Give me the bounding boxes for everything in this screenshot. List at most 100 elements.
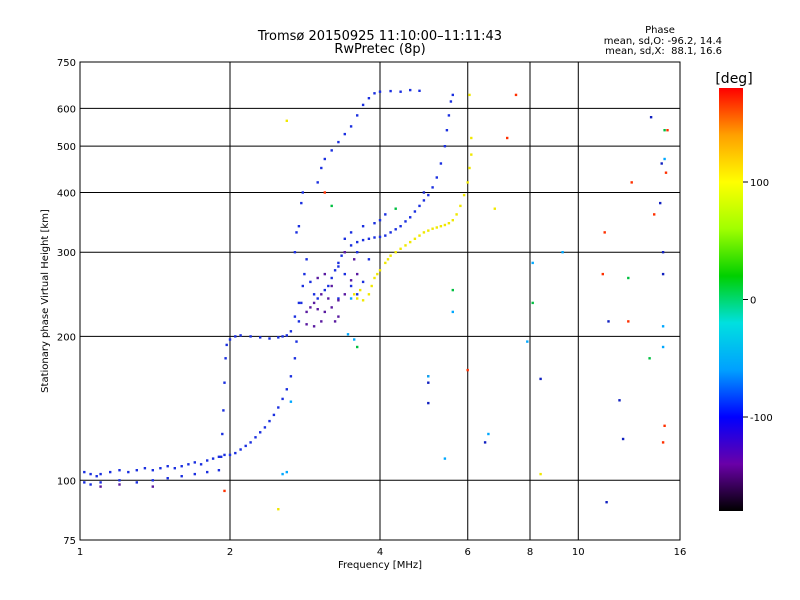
data-point [361,103,365,107]
data-point [630,181,633,184]
data-point [228,338,232,341]
data-point [459,204,462,208]
data-point [333,320,337,323]
phase-box-line-x: mean, sd,X: 88.1, 16.6 [605,46,722,57]
data-point [399,90,402,93]
data-point [660,162,663,165]
data-point [301,284,304,288]
data-point [389,254,392,257]
data-point [445,129,449,132]
data-point [330,306,333,309]
data-point [223,489,226,493]
data-point [378,90,382,93]
data-point [373,236,376,239]
data-point [118,479,121,482]
data-point [337,297,340,300]
data-point [359,288,362,292]
data-point [337,299,340,302]
data-point [378,269,382,272]
data-point [621,437,625,441]
data-point [239,448,242,451]
data-point [431,186,434,189]
data-point [367,293,371,296]
data-point [285,470,288,474]
data-point [305,310,308,314]
data-point [422,191,426,194]
data-point [409,88,412,92]
data-point [659,201,662,205]
data-point [151,485,154,488]
data-point [223,381,226,384]
data-point [228,453,232,457]
data-point [337,315,340,318]
data-point [223,453,226,457]
data-point [89,472,92,476]
y-tick-label: 750 [57,58,76,69]
y-tick-label: 100 [57,476,76,487]
chart-title: Tromsø 20150925 11:10:00–11:11:43 [257,29,502,44]
data-point [211,457,215,460]
data-point [173,467,176,470]
data-point [118,483,121,486]
data-point [370,284,373,288]
data-point [343,237,346,240]
data-point [356,293,359,296]
y-axis-label: Stationary phase Virtual Height [km] [40,209,51,393]
data-point [451,93,454,97]
data-point [293,357,297,360]
data-point [95,475,98,478]
data-point [249,441,252,444]
data-point [305,258,308,261]
data-point [468,93,471,97]
data-point [418,89,421,92]
data-point [89,483,92,486]
data-point [337,140,340,144]
data-point [268,419,271,423]
data-point [661,325,665,328]
data-point [224,357,227,360]
data-point [180,465,183,468]
data-point [316,276,319,280]
data-point [277,336,280,339]
data-point [349,244,353,247]
data-point [367,258,371,261]
data-point [601,272,604,276]
x-tick-label: 1 [77,547,83,558]
data-point [323,191,326,194]
data-point [356,251,359,254]
data-point [443,223,447,227]
data-point [297,301,301,305]
y-tick-label: 600 [57,104,76,115]
data-point [143,467,147,470]
chart-subtitle: RwPretec (8p) [334,42,425,57]
data-point [337,265,340,268]
data-point [166,477,169,480]
data-point [404,244,407,247]
data-point [451,288,454,292]
data-point [618,399,621,402]
data-point [217,455,221,458]
data-point [254,436,257,439]
data-point [386,258,390,261]
x-tick-label: 16 [674,547,687,558]
data-point [664,171,668,174]
data-point [297,225,301,228]
data-point [661,441,665,444]
y-tick-label: 300 [57,248,76,259]
data-point [353,258,356,261]
axis-ticks: 1 2 4 6 8 10 16 75 100 200 300 400 500 600 750 [57,58,686,558]
data-point [506,136,509,140]
data-point [661,345,665,349]
data-point [427,401,430,405]
data-point [323,288,326,292]
data-point [293,315,297,318]
data-point [281,335,284,338]
data-point [661,251,665,254]
data-point [349,125,353,128]
data-point [431,227,434,230]
data-point [193,461,196,464]
data-point [399,247,402,250]
data-point [539,472,542,476]
data-point [413,210,417,213]
